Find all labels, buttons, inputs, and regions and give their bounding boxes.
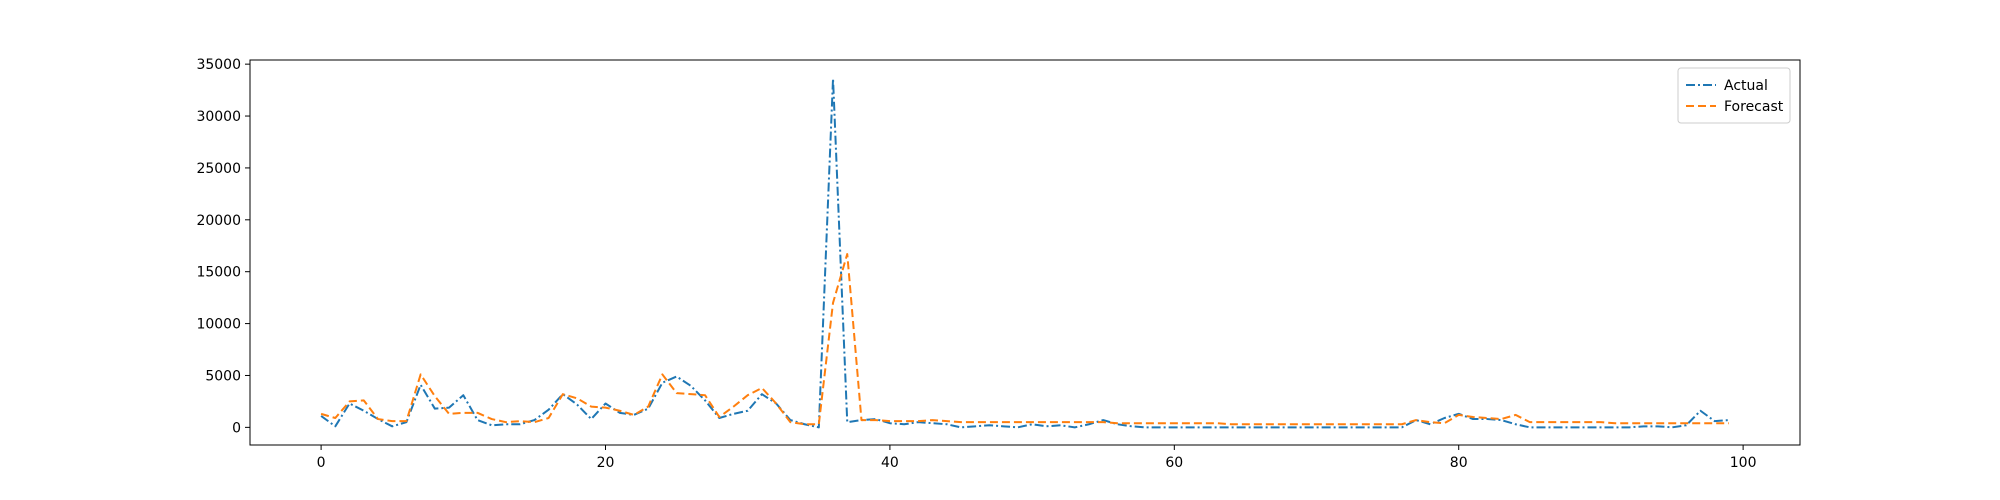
x-tick-label: 100: [1730, 455, 1757, 471]
x-axis: 0 20 40 60 80 100: [317, 445, 1757, 471]
y-tick-label: 25000: [196, 161, 241, 177]
legend-box: [1677, 67, 1791, 124]
series-layer: [320, 77, 1729, 429]
y-axis: 0 5000 10000 15000 20000 25000 30000 35000: [196, 57, 250, 436]
series-line-actual: [320, 77, 1729, 429]
y-tick-label: 35000: [196, 57, 241, 73]
y-tick-label: 15000: [196, 265, 241, 281]
legend-label-actual: Actual: [1724, 78, 1768, 94]
plot-area-frame: [249, 59, 1801, 446]
series-line-forecast: [320, 253, 1729, 426]
y-tick-label: 20000: [196, 213, 241, 229]
x-tick-label: 40: [881, 455, 899, 471]
x-tick-label: 60: [1165, 455, 1183, 471]
x-tick-label: 0: [317, 455, 326, 471]
x-tick-label: 80: [1450, 455, 1468, 471]
legend: Actual Forecast: [1677, 67, 1791, 124]
y-tick-label: 5000: [205, 368, 241, 384]
y-tick-label: 10000: [196, 317, 241, 333]
y-tick-label: 0: [232, 420, 241, 436]
x-tick-label: 20: [597, 455, 615, 471]
y-tick-label: 30000: [196, 109, 241, 125]
legend-label-forecast: Forecast: [1724, 99, 1784, 115]
